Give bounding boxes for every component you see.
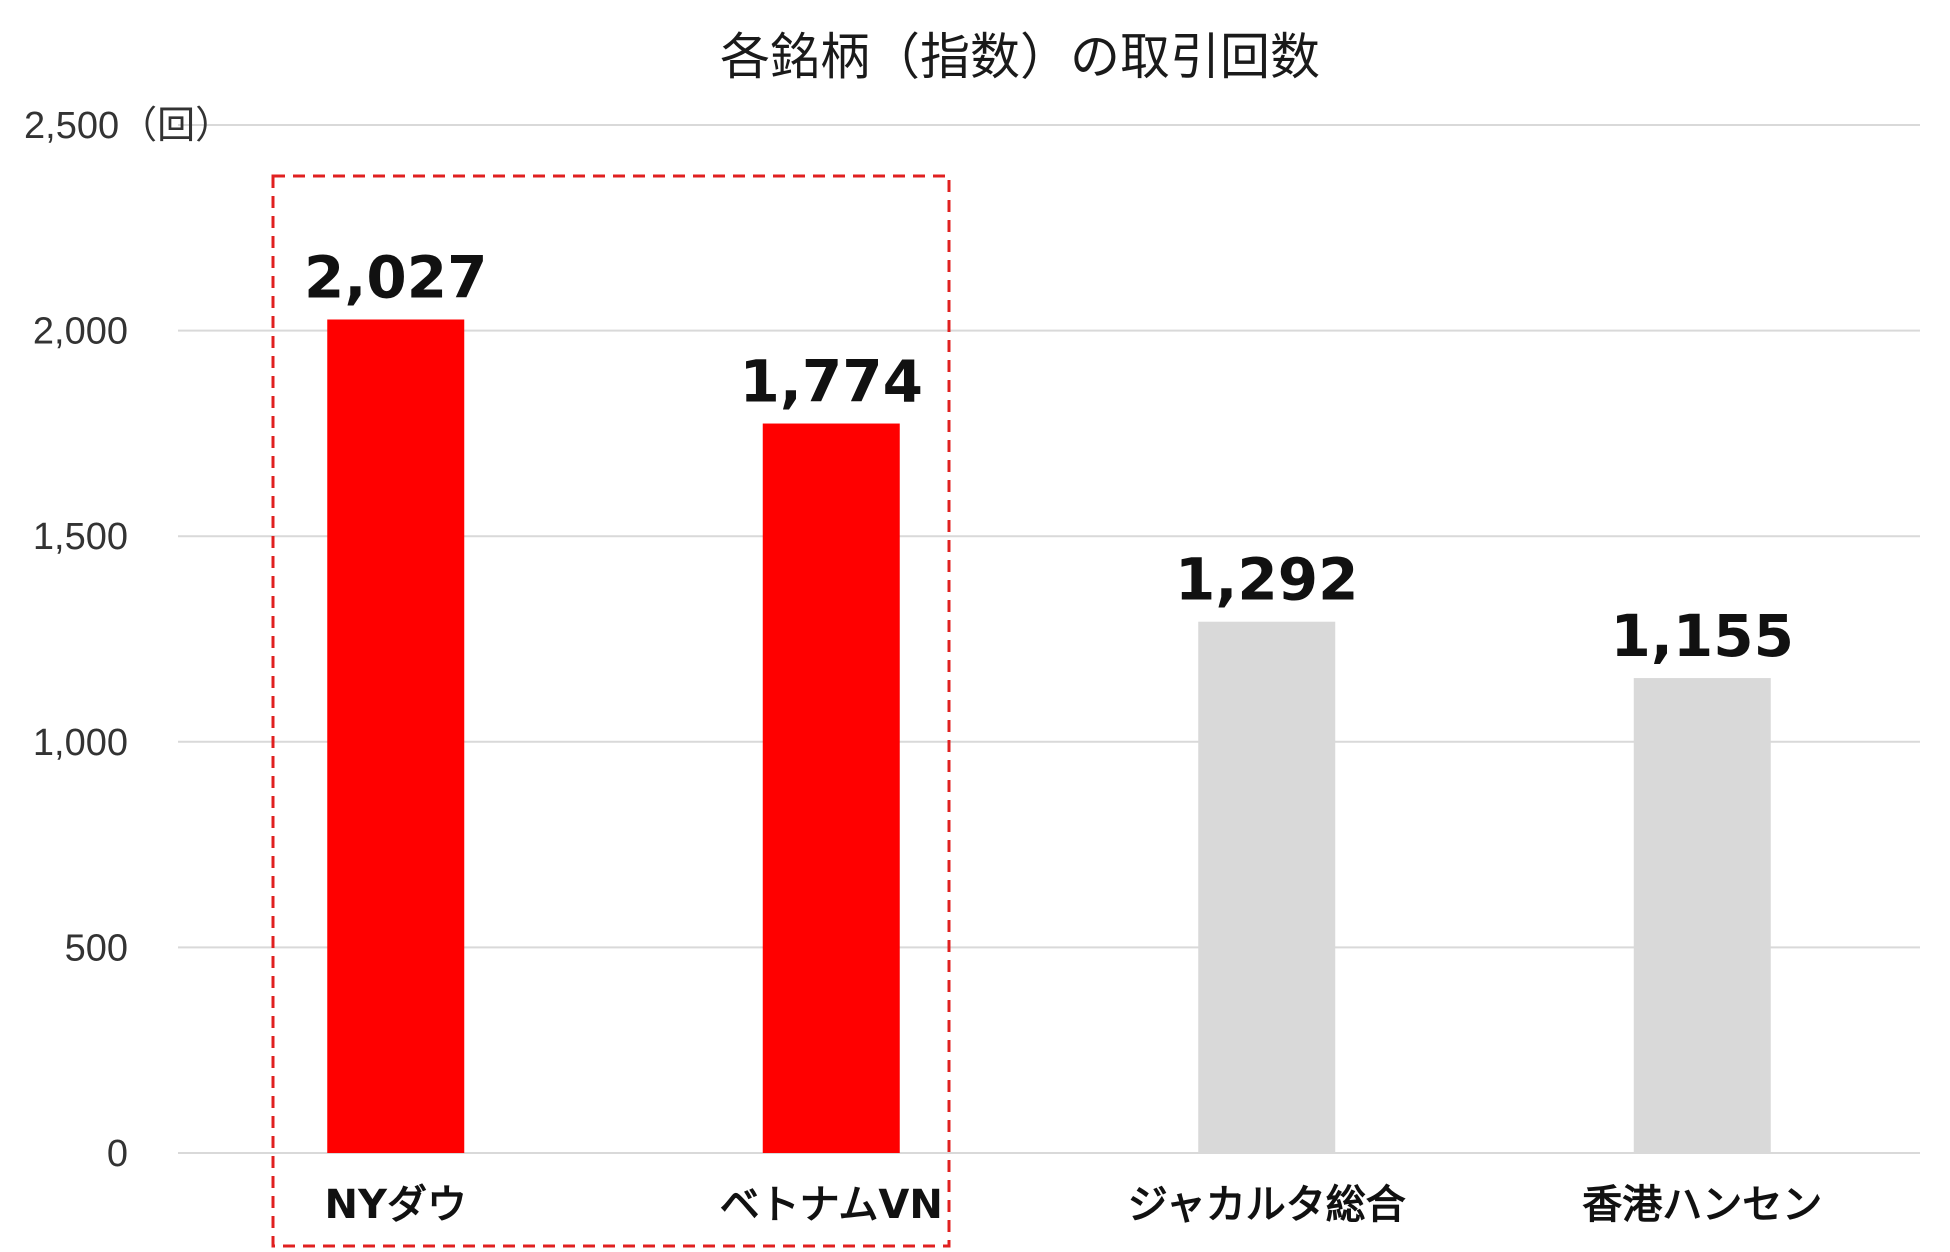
bar-value-label: 1,774 [740,348,923,416]
bar [327,319,465,1154]
x-category-label: ジャカルタ総合 [1128,1182,1406,1228]
y-tick-label: 2,500（回） [24,105,233,147]
y-tick-label: 2,000 [33,311,128,353]
bars [327,319,1771,1154]
x-axis-labels: NYダウ ベトナムVN ジャカルタ総合 香港ハンセン [325,1182,1823,1228]
highlight-box [271,174,951,1248]
bar [1633,678,1771,1153]
x-category-label: ベトナムVN [720,1182,943,1228]
bar-value-label: 2,027 [304,243,487,311]
chart-title: 各銘柄（指数）の取引回数 [720,28,1320,86]
y-axis-ticks: 0 500 1,000 1,500 2,000 2,500（回） [24,105,233,1175]
value-labels: 2,027 1,774 1,292 1,155 [304,243,1794,670]
bar-value-label: 1,155 [1611,602,1794,670]
x-category-label: 香港ハンセン [1582,1182,1822,1228]
gridlines [178,124,1920,1154]
bar [1198,621,1336,1153]
bar-value-label: 1,292 [1175,546,1358,614]
y-tick-label: 1,000 [33,722,128,764]
bar [762,423,900,1153]
y-tick-label: 1,500 [33,516,128,558]
y-tick-label: 500 [65,927,128,969]
y-tick-label: 0 [107,1133,128,1175]
x-category-label: NYダウ [325,1182,467,1228]
